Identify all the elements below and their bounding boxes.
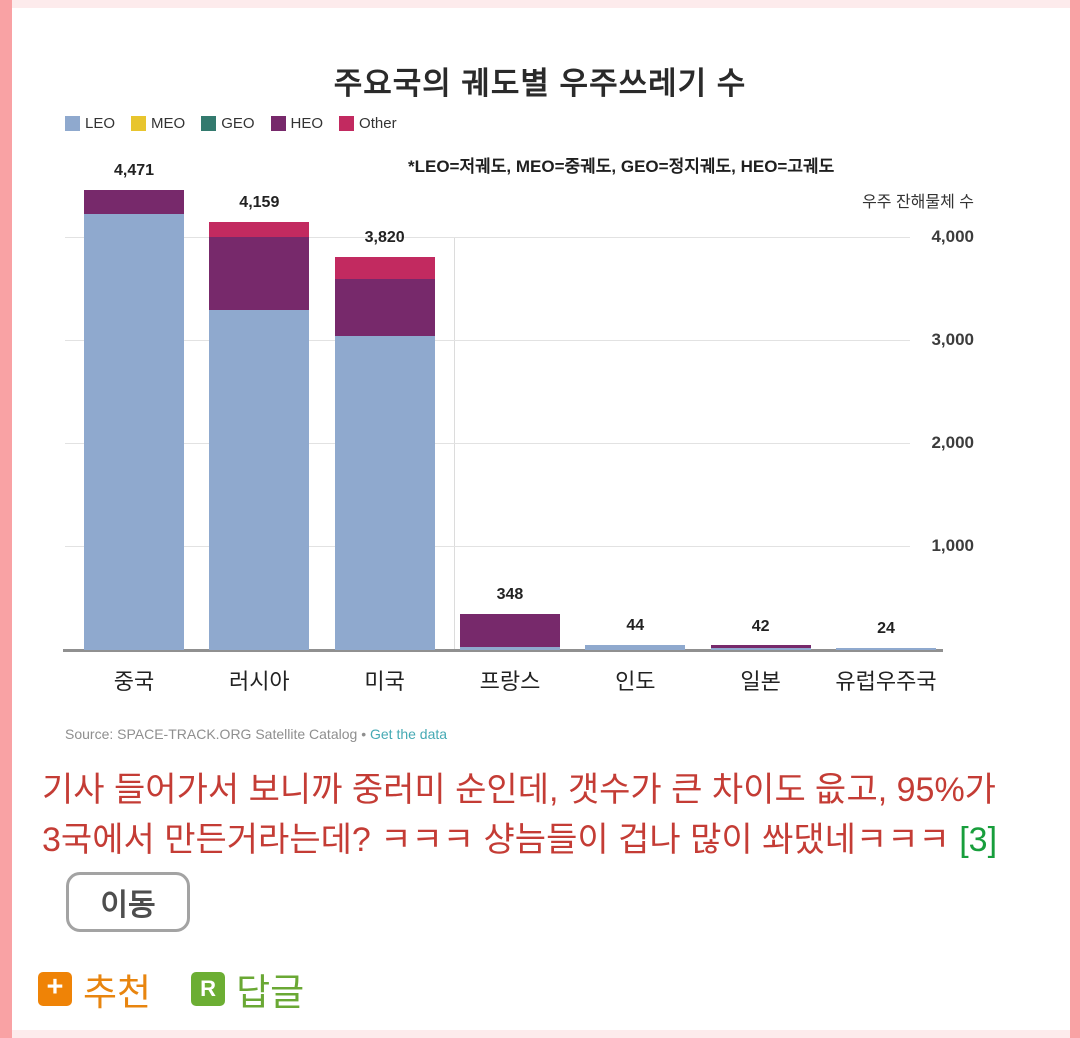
frame-right	[1070, 0, 1080, 1038]
segment-일본-HEO	[710, 645, 811, 648]
bar-러시아	[209, 221, 310, 650]
get-the-data-link[interactable]: Get the data	[369, 726, 448, 742]
x-label-일본: 일본	[740, 669, 781, 694]
x-axis-line	[63, 649, 943, 652]
legend-label-GEO: GEO	[221, 115, 255, 132]
frame-bottom	[0, 1030, 1080, 1038]
segment-미국-Other	[334, 256, 435, 280]
x-label-유럽우주국: 유럽우주국	[835, 669, 937, 694]
legend: LEO MEO GEO HEO Other	[65, 115, 397, 132]
gridline-3000	[65, 340, 910, 341]
segment-일본-LEO	[710, 648, 811, 650]
value-label-러시아: 4,159	[239, 193, 280, 211]
legend-swatch-HEO	[270, 116, 286, 131]
bar-일본	[710, 645, 811, 650]
reply-icon: R	[191, 972, 226, 1006]
value-label-미국: 3,820	[364, 228, 405, 246]
legend-item-GEO: GEO	[201, 115, 255, 132]
legend-swatch-Other	[339, 116, 355, 131]
legend-item-HEO: HEO	[270, 115, 324, 132]
plot-area: 1,000 2,000 3,000 4,000 4,471 중국 4,159 러시아 3,820…	[63, 162, 974, 694]
source-separator: •	[361, 726, 367, 742]
legend-label-HEO: HEO	[290, 115, 324, 132]
legend-swatch-LEO	[65, 116, 80, 131]
gridline-4000	[65, 237, 910, 238]
ytick-4000: 4,000	[931, 227, 974, 246]
legend-label-LEO: LEO	[85, 115, 116, 132]
legend-label-Other: Other	[359, 115, 397, 132]
legend-item-Other: Other	[339, 115, 397, 132]
segment-프랑스-LEO	[459, 646, 560, 650]
legend-swatch-GEO	[201, 116, 217, 131]
segment-러시아-Other	[209, 221, 310, 237]
bar-인도	[585, 645, 686, 650]
value-label-프랑스: 348	[496, 586, 524, 604]
segment-미국-HEO	[334, 279, 435, 336]
x-label-러시아: 러시아	[228, 669, 290, 694]
ytick-1000: 1,000	[931, 536, 974, 555]
plus-icon: +	[38, 972, 72, 1006]
segment-미국-LEO	[334, 335, 435, 650]
frame-left	[0, 0, 12, 1038]
segment-유럽우주국-LEO	[835, 647, 936, 650]
segment-중국-LEO	[84, 214, 184, 650]
comment-text: 기사 들어가서 보니까 중러미 순인데, 갯수가 큰 차이도 읎고, 95%가 …	[42, 765, 1062, 865]
post-actions: + 추천 R 답글	[38, 962, 304, 1016]
segment-프랑스-HEO	[459, 614, 560, 647]
x-label-인도: 인도	[615, 669, 656, 694]
value-label-유럽우주국: 24	[877, 619, 895, 637]
value-label-일본: 42	[751, 617, 770, 635]
frame-top	[0, 0, 1080, 8]
bar-미국	[334, 256, 435, 650]
x-label-중국: 중국	[113, 669, 155, 694]
y-axis-title: 우주 잔해물체 수	[862, 194, 974, 211]
ytick-3000: 3,000	[931, 330, 974, 349]
segment-인도-LEO	[585, 645, 686, 650]
value-label-중국: 4,471	[113, 161, 155, 179]
source-text: Source: SPACE-TRACK.ORG Satellite Catalo…	[65, 726, 358, 742]
move-button[interactable]: 이동	[66, 872, 190, 932]
reply-label: 답글	[236, 972, 305, 1013]
reply-button[interactable]: R 답글	[191, 962, 304, 1016]
segment-러시아-HEO	[209, 236, 310, 311]
x-label-프랑스: 프랑스	[479, 669, 541, 694]
reply-count-link[interactable]: [3]	[959, 821, 998, 859]
legend-item-LEO: LEO	[65, 115, 115, 132]
segment-러시아-LEO	[209, 310, 310, 650]
ytick-2000: 2,000	[931, 433, 974, 452]
recommend-label: 추천	[83, 972, 152, 1013]
chart-title: 주요국의 궤도별 우주쓰레기 수	[333, 66, 747, 101]
value-label-인도: 44	[626, 617, 645, 635]
bar-중국	[84, 189, 184, 650]
legend-item-MEO: MEO	[131, 115, 185, 132]
x-label-미국: 미국	[364, 669, 405, 694]
bar-유럽우주국	[835, 647, 936, 650]
plot-vertical-line	[454, 238, 455, 650]
legend-swatch-MEO	[131, 116, 147, 131]
legend-label-MEO: MEO	[151, 115, 186, 132]
recommend-button[interactable]: + 추천	[38, 962, 151, 1016]
source-line: Source: SPACE-TRACK.ORG Satellite Catalo…	[65, 726, 447, 742]
gridline-1000	[65, 546, 910, 547]
comment-line-2: 3국에서 만든거라는데? ㅋㅋㅋ 샹늠들이 겁나 많이 쏴댔네ㅋㅋㅋ [3]	[42, 821, 998, 859]
comment-line-1: 기사 들어가서 보니까 중러미 순인데, 갯수가 큰 차이도 읎고, 95%가	[42, 771, 996, 809]
chart-note: *LEO=저궤도, MEO=중궤도, GEO=정지궤도, HEO=고궤도	[408, 157, 835, 176]
gridline-2000	[65, 443, 910, 444]
segment-중국-HEO	[84, 189, 184, 215]
bar-프랑스	[459, 614, 560, 650]
